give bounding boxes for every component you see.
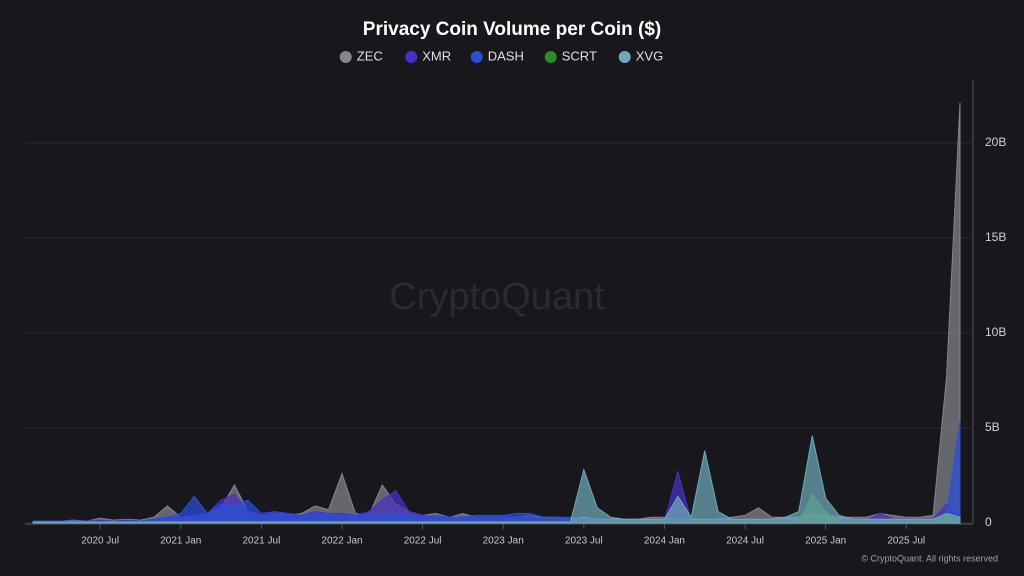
x-tick-label: 2022 Jan [321,536,362,547]
y-tick-label: 5B [985,420,1000,434]
watermark: CryptoQuant [389,276,605,318]
legend-label: ZEC [357,48,383,63]
x-tick-label: 2020 Jul [81,536,119,547]
y-tick-label: 15B [985,230,1006,244]
x-tick-label: 2022 Jul [404,536,442,547]
legend-item: XVG [618,48,663,63]
y-tick-label: 10B [985,325,1006,339]
legend-swatch [618,51,631,63]
y-tick-label: 0 [985,515,992,529]
x-tick-label: 2024 Jul [726,536,764,547]
legend-swatch [339,51,352,63]
x-tick-label: 2021 Jan [160,536,201,547]
chart-title: Privacy Coin Volume per Coin ($) [363,19,661,40]
legend-swatch [405,51,418,63]
legend-label: XVG [636,48,663,63]
legend-item: DASH [470,48,524,63]
legend-label: DASH [488,48,524,63]
legend-item: ZEC [339,48,383,63]
legend-swatch [470,51,483,63]
x-tick-label: 2021 Jul [242,536,280,547]
legend-label: SCRT [562,48,597,63]
legend-swatch [544,51,557,63]
x-tick-label: 2025 Jan [805,536,846,547]
area-xvg [32,435,961,524]
x-tick-label: 2023 Jul [565,536,603,547]
x-tick-label: 2025 Jul [887,536,925,547]
y-tick-label: 20B [985,135,1006,149]
x-tick-label: 2023 Jan [483,536,524,547]
legend-label: XMR [422,48,451,63]
x-tick-label: 2024 Jan [644,536,685,547]
legend-item: XMR [405,48,451,63]
legend-item: SCRT [544,48,597,63]
copyright: © CryptoQuant. All rights reserved [861,553,998,563]
